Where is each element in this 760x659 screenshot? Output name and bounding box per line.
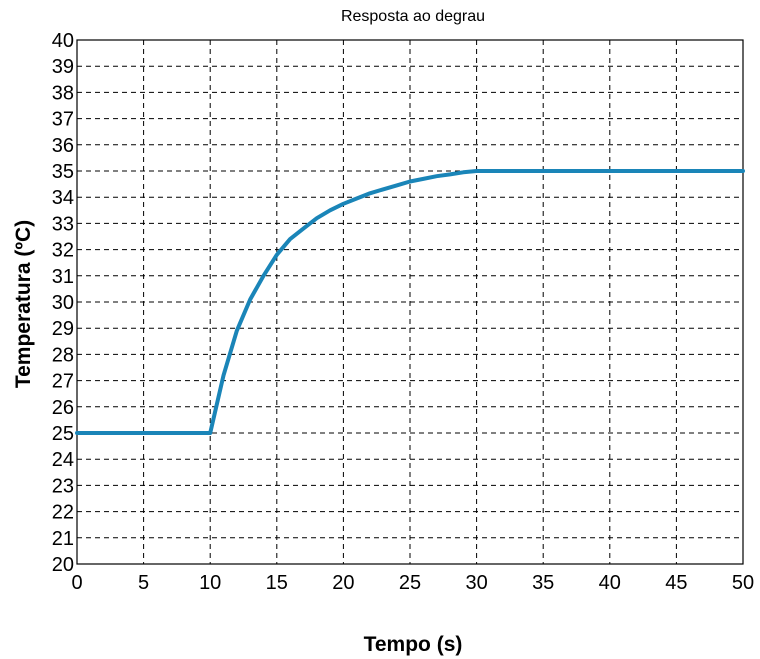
grid: [77, 40, 743, 564]
x-tick-label-25: 25: [399, 572, 421, 594]
y-tick-label-34: 34: [52, 187, 74, 209]
y-tick-label-25: 25: [52, 423, 74, 445]
x-tick-label-10: 10: [199, 572, 221, 594]
x-tick-label-40: 40: [599, 572, 621, 594]
x-tick-labels: 0 5 10 15 20 25 30 35 40 45 50: [71, 572, 754, 594]
y-tick-label-39: 39: [52, 56, 74, 78]
y-tick-label-24: 24: [52, 449, 74, 471]
x-axis-label: Tempo (s): [364, 633, 463, 656]
y-tick-labels: 20 21 22 23 24 25 26 27 28 29 30 31 32 33 34 35 36 37 38 39…: [52, 30, 74, 576]
y-tick-label-21: 21: [52, 528, 74, 550]
y-tick-label-22: 22: [52, 502, 74, 524]
y-tick-label-36: 36: [52, 135, 74, 157]
x-tick-label-15: 15: [266, 572, 288, 594]
series-line-0: [75, 169, 745, 435]
y-tick-label-32: 32: [52, 240, 74, 262]
y-tick-label-31: 31: [52, 266, 74, 288]
x-tick-label-45: 45: [665, 572, 687, 594]
y-tick-label-38: 38: [52, 82, 74, 104]
y-axis-label: Temperatura (ºC): [12, 220, 35, 388]
y-tick-label-35: 35: [52, 161, 74, 183]
x-tick-label-30: 30: [465, 572, 487, 594]
x-tick-label-0: 0: [71, 572, 82, 594]
y-tick-label-23: 23: [52, 475, 74, 497]
plot-frame: [76, 39, 744, 565]
y-tick-label-30: 30: [52, 292, 74, 314]
chart-title: Resposta ao degrau: [341, 8, 485, 25]
x-tick-label-5: 5: [138, 572, 149, 594]
y-tick-label-40: 40: [52, 30, 74, 52]
y-tick-label-37: 37: [52, 109, 74, 131]
x-tick-label-50: 50: [732, 572, 754, 594]
series-group: [75, 169, 745, 435]
x-tick-label-35: 35: [532, 572, 554, 594]
y-tick-label-26: 26: [52, 397, 74, 419]
y-tick-label-29: 29: [52, 318, 74, 340]
x-tick-label-20: 20: [332, 572, 354, 594]
y-tick-label-28: 28: [52, 344, 74, 366]
y-tick-label-33: 33: [52, 213, 74, 235]
y-tick-label-20: 20: [52, 554, 74, 576]
y-tick-label-27: 27: [52, 371, 74, 393]
